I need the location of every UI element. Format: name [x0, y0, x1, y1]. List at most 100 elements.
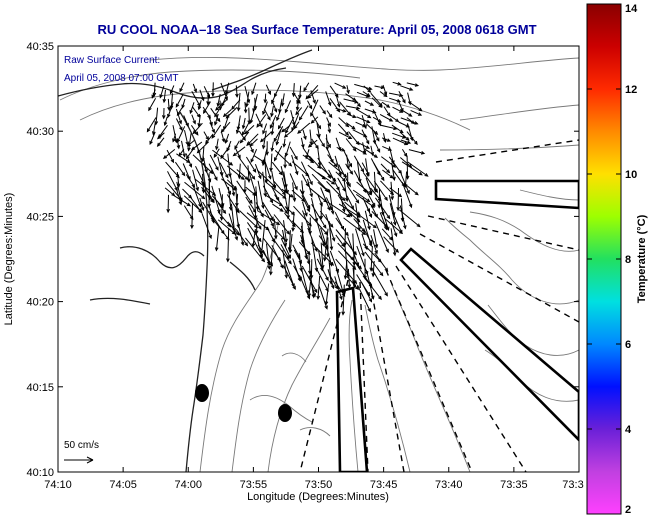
current-vector-head — [159, 94, 163, 99]
current-vector-head — [393, 232, 398, 238]
current-vector — [309, 213, 328, 235]
current-vector — [388, 156, 402, 174]
current-vector-head — [272, 184, 277, 190]
current-vector — [400, 173, 410, 194]
current-vector — [374, 85, 384, 89]
current-vector-head — [284, 274, 289, 279]
current-vector-head — [341, 197, 346, 202]
current-vector — [270, 153, 273, 171]
current-vector — [391, 162, 395, 181]
current-vector-head — [163, 121, 168, 127]
current-vector-head — [270, 216, 274, 221]
current-vector — [176, 126, 186, 143]
current-vector-head — [283, 133, 288, 138]
current-vector — [389, 187, 402, 197]
x-tick-label: 74:10 — [44, 479, 72, 491]
current-vector — [379, 203, 389, 231]
current-vector — [326, 110, 333, 118]
current-vector — [163, 89, 166, 103]
y-tick-label: 40:35 — [26, 41, 54, 53]
current-vector-head — [367, 308, 371, 313]
current-vector-head — [378, 295, 382, 301]
current-vector-head — [214, 106, 220, 111]
current-vector-head — [325, 276, 329, 282]
current-vector — [255, 113, 263, 128]
current-vector — [192, 106, 201, 118]
annotation-line: April 05, 2008 07:00 GMT — [64, 73, 179, 84]
current-vector — [167, 171, 178, 191]
current-vector — [167, 101, 174, 118]
current-vector — [379, 212, 388, 230]
current-vector — [365, 188, 376, 207]
current-vector — [356, 193, 375, 208]
current-vector-head — [340, 288, 344, 294]
current-vector — [276, 129, 282, 145]
current-vector — [381, 137, 391, 142]
current-vector — [327, 269, 334, 289]
current-vector — [172, 133, 177, 142]
current-vector — [301, 265, 318, 293]
current-vector — [262, 130, 267, 149]
colorbar-tick-label: 8 — [625, 254, 631, 266]
current-vector-head — [261, 204, 265, 210]
current-vector — [319, 105, 326, 114]
current-vector-head — [331, 180, 336, 185]
current-vector — [236, 193, 239, 206]
current-vector — [308, 139, 318, 148]
current-vector — [346, 276, 359, 290]
current-vector-head — [306, 251, 311, 256]
current-vector — [335, 234, 345, 247]
current-vector-head — [420, 151, 426, 155]
current-vector-head — [269, 271, 273, 276]
current-vector — [401, 161, 423, 176]
current-vector — [199, 197, 204, 211]
current-vector — [316, 133, 325, 147]
current-vector-head — [176, 111, 181, 117]
current-vector — [307, 89, 319, 99]
current-vector — [408, 101, 422, 112]
current-vector — [282, 229, 287, 247]
current-vector — [374, 252, 389, 272]
x-tick-label: 74:05 — [109, 479, 137, 491]
current-vector-head — [167, 113, 171, 119]
current-vector — [356, 245, 368, 275]
current-vector-head — [327, 144, 331, 149]
radar-beam-polygons — [335, 179, 579, 472]
current-vector-head — [196, 149, 201, 154]
current-vector — [234, 140, 240, 149]
current-vector — [246, 91, 250, 107]
current-vector-head — [386, 169, 391, 174]
current-vector — [309, 129, 312, 145]
current-vector — [190, 197, 203, 213]
current-vector — [325, 245, 333, 266]
current-vector-head — [367, 114, 372, 119]
current-vector-head — [167, 106, 171, 112]
current-vectors — [146, 81, 429, 316]
current-vector — [176, 138, 180, 149]
current-vector-head — [284, 210, 289, 215]
current-vector — [303, 82, 310, 91]
current-vector-head — [386, 215, 391, 220]
current-vector — [246, 212, 270, 231]
current-vector — [272, 226, 285, 240]
current-vector — [264, 209, 274, 227]
current-vector — [278, 98, 283, 113]
current-vector — [256, 114, 267, 128]
current-vector-head — [410, 120, 415, 125]
y-axis-label: Latitude (Degrees:Minutes) — [3, 193, 15, 326]
current-vector — [252, 229, 256, 247]
current-vector — [399, 131, 410, 141]
current-vector — [399, 205, 406, 229]
current-vector-head — [292, 197, 297, 203]
scale-label: 50 cm/s — [64, 440, 99, 451]
current-vector-head — [263, 99, 268, 104]
current-vector-head — [241, 131, 246, 136]
current-vector — [284, 260, 295, 287]
map-area — [58, 46, 579, 472]
current-vector-head — [289, 194, 295, 198]
current-vector — [391, 124, 404, 133]
current-vector-head — [197, 106, 202, 111]
current-vector — [247, 141, 254, 153]
current-vector — [261, 220, 266, 254]
current-vector — [289, 146, 298, 160]
